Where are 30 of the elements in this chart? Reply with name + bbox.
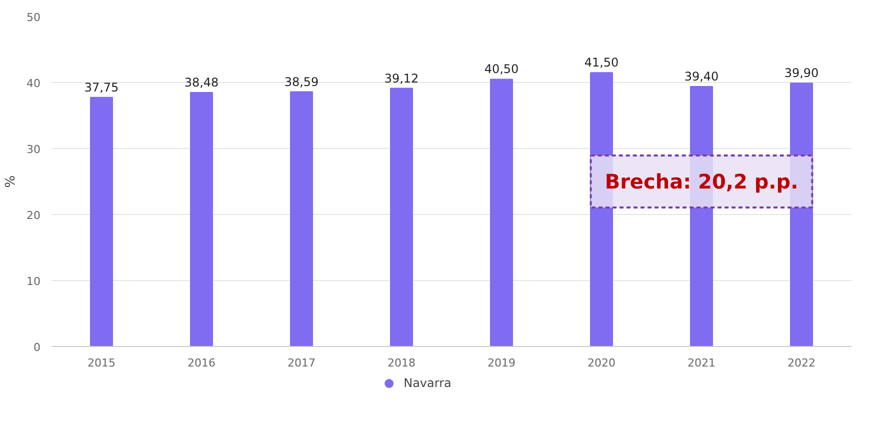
data-label: 39,40 — [684, 69, 719, 84]
x-tick-label: 2016 — [188, 356, 216, 370]
x-tick-label: 2021 — [688, 356, 716, 370]
annotation: Brecha: 20,2 p.p. — [604, 170, 798, 194]
x-tick-label: 2022 — [788, 356, 816, 370]
x-tick-label: 2020 — [588, 356, 616, 370]
x-tick-label: 2017 — [288, 356, 316, 370]
y-tick-label: 50 — [26, 11, 41, 24]
data-label: 39,90 — [784, 66, 819, 80]
y-tick-label: 40 — [26, 77, 41, 90]
x-tick-label: 2019 — [488, 356, 516, 370]
data-label: 41,50 — [584, 56, 619, 70]
data-label: 40,50 — [484, 62, 519, 76]
y-tick-label: 30 — [26, 143, 41, 156]
data-label: 39,12 — [384, 71, 419, 86]
y-tick-label: 10 — [26, 275, 41, 288]
x-tick-label: 2015 — [88, 356, 116, 370]
bar — [190, 92, 213, 346]
y-tick-label: 20 — [26, 209, 41, 222]
y-tick-label: 0 — [34, 341, 40, 354]
bar — [390, 88, 413, 346]
legend-label: Navarra — [404, 376, 452, 390]
y-axis-title: % — [4, 175, 19, 188]
bar — [490, 78, 513, 346]
data-label: 38,59 — [284, 74, 319, 89]
data-label: 38,48 — [184, 76, 219, 90]
data-label: 37,75 — [84, 80, 119, 94]
bar — [290, 91, 313, 346]
x-tick-label: 2018 — [388, 356, 416, 370]
bar — [90, 96, 113, 346]
